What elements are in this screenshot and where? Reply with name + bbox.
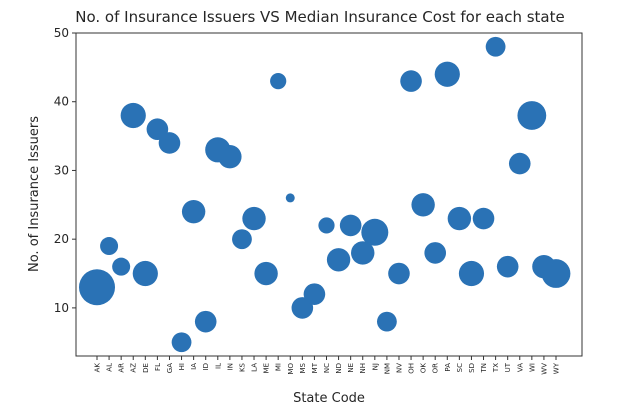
x-axis-label: State Code bbox=[293, 391, 365, 406]
bubble-point bbox=[472, 207, 495, 230]
x-tick-label: NJ bbox=[371, 363, 379, 370]
x-tick-label: DE bbox=[142, 363, 150, 373]
x-tick-label: AR bbox=[118, 363, 126, 373]
bubble-point bbox=[541, 259, 571, 288]
bubble-point bbox=[411, 193, 435, 217]
x-tick-label: FL bbox=[154, 363, 162, 371]
x-tick-label: IN bbox=[226, 363, 234, 370]
x-tick-label: OK bbox=[420, 363, 428, 374]
bubble-point bbox=[458, 260, 485, 287]
x-tick-label: LA bbox=[251, 363, 259, 372]
bubble-point bbox=[181, 199, 206, 224]
x-tick-label: KS bbox=[238, 362, 246, 372]
bubble-point bbox=[361, 218, 389, 246]
x-tick-label: WI bbox=[528, 363, 536, 372]
bubble-point bbox=[218, 145, 242, 169]
bubble-point bbox=[112, 257, 131, 276]
x-tick-label: MS bbox=[299, 362, 307, 373]
y-tick-label: 10 bbox=[54, 301, 69, 315]
bubble-point bbox=[485, 36, 506, 57]
x-tick-label: VA bbox=[516, 363, 524, 372]
x-tick-label: SC bbox=[456, 363, 464, 372]
bubble-point bbox=[508, 152, 531, 175]
bubble-point bbox=[254, 261, 278, 286]
bubble-point bbox=[194, 310, 217, 333]
bubble-layer bbox=[79, 36, 571, 353]
x-tick-label: NV bbox=[395, 363, 403, 373]
bubble-point bbox=[517, 101, 547, 130]
x-tick-label: IA bbox=[190, 363, 198, 370]
x-tick-label: MI bbox=[275, 363, 283, 371]
x-tick-label: NC bbox=[323, 363, 331, 373]
bubble-point bbox=[388, 262, 410, 285]
x-tick-label: MT bbox=[311, 362, 319, 373]
x-tick-label: OH bbox=[408, 363, 416, 374]
x-tick-label: ID bbox=[202, 363, 210, 370]
chart-title: No. of Insurance Issuers VS Median Insur… bbox=[75, 8, 565, 26]
bubble-point bbox=[424, 242, 447, 264]
bubble-point bbox=[351, 241, 375, 265]
x-tick-label: MO bbox=[287, 363, 295, 375]
x-tick-label: HI bbox=[178, 363, 186, 370]
x-tick-label: TX bbox=[492, 363, 500, 373]
y-tick-label: 40 bbox=[54, 95, 69, 109]
bubble-point bbox=[303, 283, 326, 305]
y-axis-label: No. of Insurance Issuers bbox=[27, 116, 42, 272]
x-axis-ticks: AK AL AR AZ DE FL GA HI IA ID IL IN KS LA ME MI MO MS MT NC… bbox=[94, 356, 561, 375]
y-tick-label: 20 bbox=[54, 232, 69, 246]
x-tick-label: ME bbox=[263, 363, 271, 373]
x-tick-label: NE bbox=[347, 363, 355, 373]
bubble-point bbox=[326, 248, 351, 272]
x-tick-label: NM bbox=[383, 363, 391, 374]
bubble-point bbox=[132, 260, 158, 287]
x-tick-label: AZ bbox=[130, 363, 138, 373]
bubble-point bbox=[434, 61, 460, 87]
bubble-point bbox=[376, 311, 397, 332]
bubble-point bbox=[120, 102, 146, 129]
bubble-point bbox=[270, 73, 287, 90]
bubble-point bbox=[171, 332, 192, 353]
x-tick-label: GA bbox=[166, 363, 174, 373]
bubble-point bbox=[447, 206, 472, 231]
x-tick-label: NH bbox=[359, 363, 367, 374]
x-tick-label: PA bbox=[444, 363, 452, 372]
x-tick-label: AK bbox=[94, 363, 102, 373]
x-tick-label: IL bbox=[214, 363, 222, 369]
plot-frame bbox=[75, 32, 583, 357]
bubble-point bbox=[242, 206, 266, 231]
x-tick-label: OR bbox=[432, 363, 440, 374]
x-tick-label: ND bbox=[335, 363, 343, 374]
bubble-point bbox=[285, 193, 295, 203]
x-tick-label: WV bbox=[540, 363, 548, 375]
x-tick-label: TN bbox=[480, 363, 488, 374]
bubble-point bbox=[318, 217, 335, 234]
y-tick-label: 50 bbox=[54, 26, 69, 40]
bubble-point bbox=[400, 70, 422, 92]
y-tick-label: 30 bbox=[54, 163, 69, 177]
bubble-point bbox=[100, 237, 119, 256]
bubble-point bbox=[79, 269, 115, 306]
bubble-point bbox=[158, 132, 181, 154]
x-tick-label: WY bbox=[553, 362, 561, 374]
bubble-point bbox=[339, 214, 362, 237]
x-tick-label: UT bbox=[504, 362, 512, 372]
x-tick-label: SD bbox=[468, 363, 476, 373]
y-axis-ticks: 10 20 30 40 50 bbox=[54, 26, 76, 315]
bubble-point bbox=[232, 229, 252, 250]
bubble-point bbox=[496, 255, 519, 278]
x-tick-label: AL bbox=[106, 363, 114, 372]
